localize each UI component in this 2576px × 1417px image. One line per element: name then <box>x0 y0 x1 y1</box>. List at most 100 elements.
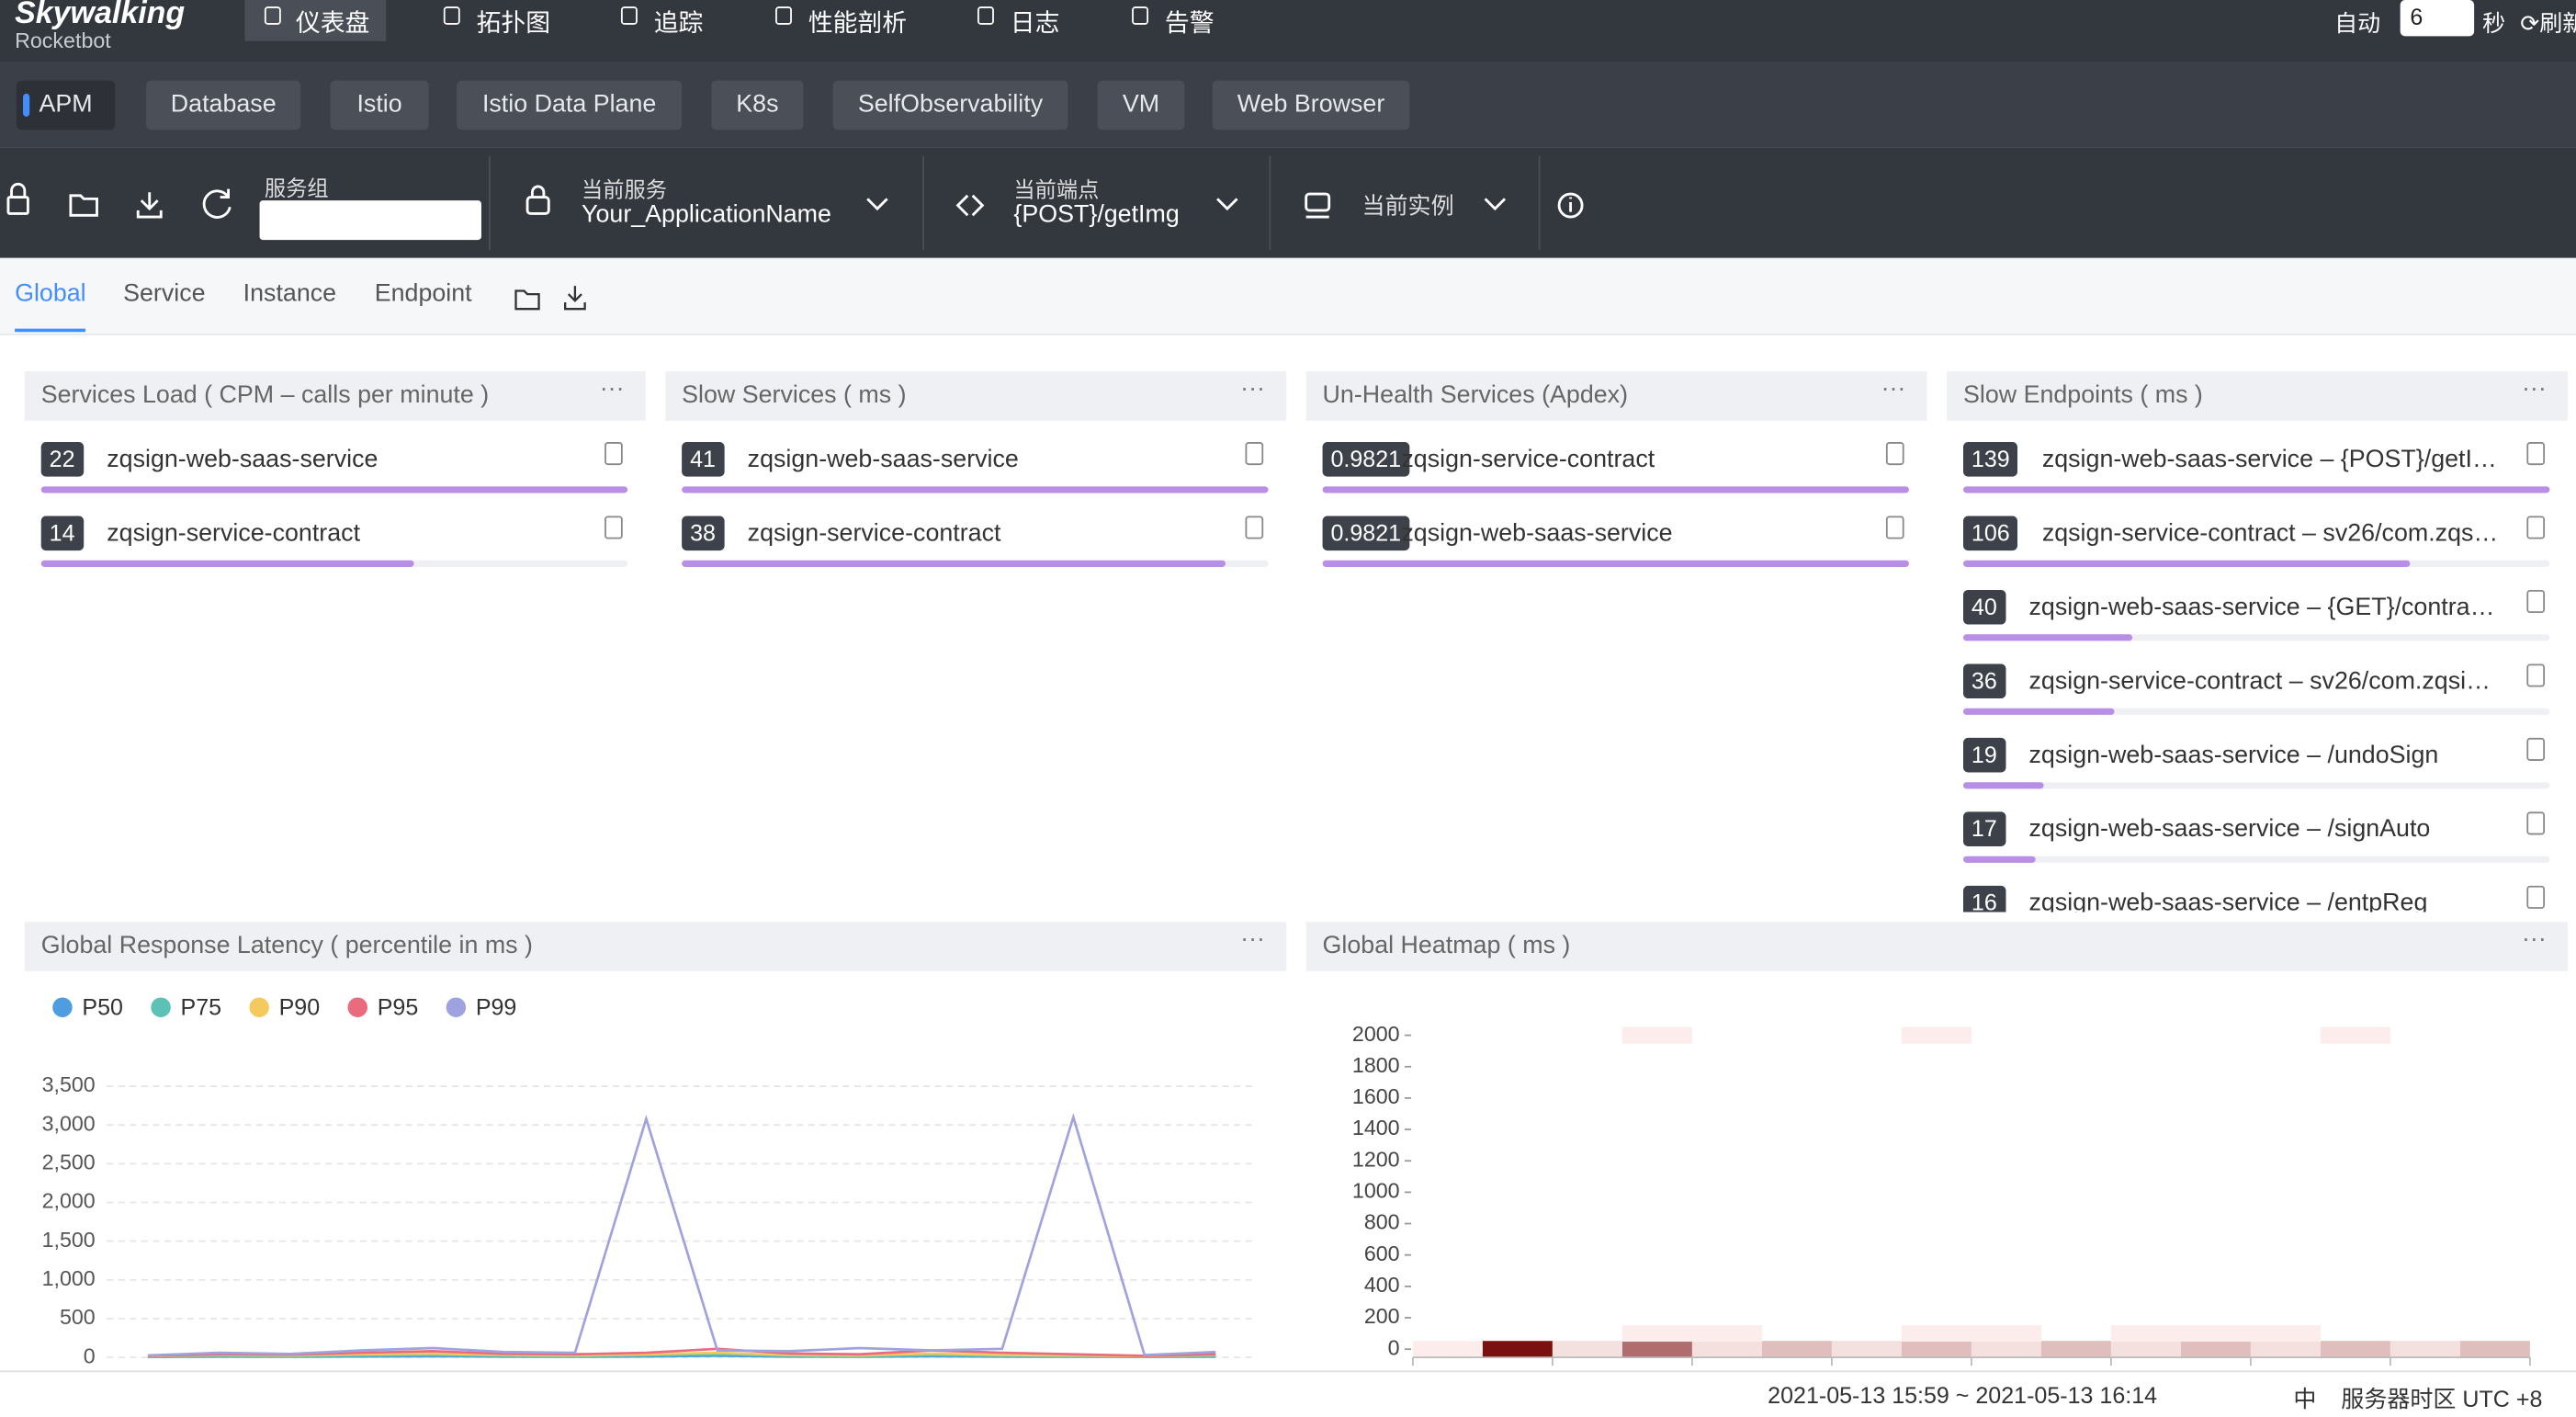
item-label: zqsign-service-contract <box>107 519 361 548</box>
timezone: 服务器时区 UTC +8 <box>2341 1385 2543 1412</box>
panel-title: Services Load ( CPM – calls per minute ) <box>40 380 490 410</box>
panel-menu[interactable]: ··· <box>599 374 625 403</box>
language[interactable]: 中 <box>2293 1385 2317 1412</box>
bar <box>1962 708 2116 715</box>
time-range[interactable]: 2021-05-13 15:59 ~ 2021-05-13 16:14 <box>1768 1381 2158 1409</box>
panel-list: 22 zqsign-web-saas-service 14 zqsign-servic… <box>25 421 646 618</box>
panel-menu[interactable]: ··· <box>2521 374 2547 403</box>
copy-icon[interactable] <box>2526 811 2546 835</box>
current-service-label: 当前服务 <box>582 177 668 202</box>
layer-tab[interactable]: VM <box>1097 80 1185 130</box>
layer-tab[interactable]: K8s <box>711 80 804 130</box>
item-label: zqsign-web-saas-service – {GET}/contra… <box>2028 593 2495 621</box>
heat-cell <box>2180 1341 2251 1358</box>
layer-tab[interactable]: APM <box>16 80 116 130</box>
nav-item[interactable]: 性能剖析 <box>808 9 908 39</box>
heat-cell <box>1552 1341 1622 1358</box>
tab-underline <box>15 328 85 333</box>
bar <box>1962 560 2411 567</box>
copy-icon[interactable] <box>1245 442 1264 466</box>
layer-tab[interactable]: Database <box>146 80 301 130</box>
copy-icon[interactable] <box>2526 589 2546 614</box>
nav-icon <box>1132 6 1149 25</box>
item-label: zqsign-web-saas-service <box>1401 519 1673 548</box>
copy-icon[interactable] <box>2526 663 2546 687</box>
panel-title: Global Heatmap ( ms ) <box>1322 931 1571 960</box>
bar <box>1962 634 2132 641</box>
panel-menu[interactable]: ··· <box>1240 924 1265 954</box>
layer-tab[interactable]: Istio <box>330 80 429 130</box>
copy-icon[interactable] <box>604 516 623 539</box>
series-line <box>147 1113 1216 1357</box>
copy-icon[interactable] <box>2526 516 2546 539</box>
tab-icons <box>514 286 586 311</box>
current-instance-label[interactable]: 当前实例 <box>1361 192 1454 219</box>
copy-icon[interactable] <box>604 442 623 466</box>
legend-label: P95 <box>378 995 419 1021</box>
dashboard-tab[interactable]: Endpoint <box>374 279 472 308</box>
layer-tab[interactable]: Istio Data Plane <box>457 80 683 130</box>
copy-icon[interactable] <box>2526 737 2546 761</box>
heat-cell <box>1621 1026 1692 1044</box>
item-label: zqsign-service-contract <box>1401 445 1655 474</box>
panel-title: Global Response Latency ( percentile in … <box>40 931 533 960</box>
legend-swatch <box>347 997 367 1017</box>
nav-item[interactable]: 追踪 <box>653 9 704 39</box>
current-service[interactable]: Your_ApplicationName <box>582 200 831 229</box>
interval-input[interactable]: 6 <box>2400 0 2475 37</box>
bar <box>682 486 1269 493</box>
dashboard-tab[interactable]: Instance <box>243 279 337 308</box>
y-tick-label: 1,000 <box>42 1266 96 1290</box>
nav-icon <box>443 6 460 25</box>
heat-cell <box>2180 1325 2251 1343</box>
panel-menu[interactable]: ··· <box>1240 374 1265 403</box>
bar <box>40 560 414 567</box>
nav-item[interactable]: 日志 <box>1010 9 1060 39</box>
dashboard-tab[interactable]: Service <box>123 279 206 308</box>
copy-icon[interactable] <box>1885 442 1904 466</box>
value-badge: 41 <box>682 442 724 477</box>
service-group-input[interactable] <box>259 200 481 241</box>
heat-cell <box>1901 1341 1972 1358</box>
heat-cell <box>2320 1341 2390 1358</box>
dashboard-tab[interactable]: Global <box>15 279 86 308</box>
bar-track <box>1962 634 2550 641</box>
y-tick-label: 2,500 <box>42 1150 96 1173</box>
copy-icon[interactable] <box>2526 885 2546 909</box>
copy-icon[interactable] <box>1885 516 1904 539</box>
panel-menu[interactable]: ··· <box>1881 374 1906 403</box>
current-endpoint[interactable]: {POST}/getImg <box>1013 200 1180 229</box>
refresh-button[interactable]: ⟳刷新 <box>2520 6 2576 40</box>
panel-header <box>24 371 646 421</box>
panel-title: Slow Endpoints ( ms ) <box>1962 380 2203 410</box>
legend-label: P90 <box>279 995 321 1021</box>
bar-track <box>1962 782 2550 789</box>
heat-cell <box>1621 1341 1692 1358</box>
copy-icon[interactable] <box>1245 516 1264 539</box>
value-badge: 139 <box>1962 442 2018 477</box>
value-badge: 36 <box>1962 663 2005 699</box>
panel-title: Un-Health Services (Apdex) <box>1322 380 1629 410</box>
layer-tab[interactable]: SelfObservability <box>832 80 1068 130</box>
panel-menu[interactable]: ··· <box>2521 924 2547 954</box>
panel-list: 0.9821 zqsign-service-contract 0.9821 zqsig… <box>1306 421 1927 618</box>
layer-tab[interactable]: Web Browser <box>1212 80 1410 130</box>
nav-item[interactable]: 拓扑图 <box>476 9 551 39</box>
copy-icon[interactable] <box>2526 442 2546 466</box>
panel-header <box>1305 371 1927 421</box>
active-marker <box>23 93 30 117</box>
panel-header <box>1305 922 2569 971</box>
service-group-label: 服务组 <box>264 176 329 201</box>
y-tick-label: 3,000 <box>42 1111 96 1135</box>
value-badge: 19 <box>1962 737 2005 773</box>
value-badge: 22 <box>40 442 84 477</box>
heat-cell <box>1901 1325 1972 1343</box>
heat-cell <box>1691 1341 1762 1358</box>
nav-item[interactable]: 仪表盘 <box>244 0 387 41</box>
y-tick-label: 600 <box>1364 1241 1400 1265</box>
nav-item[interactable]: 告警 <box>1164 9 1215 39</box>
heat-cell <box>2110 1325 2181 1343</box>
heat-cell <box>2390 1341 2460 1358</box>
y-tick-label: 500 <box>60 1305 96 1329</box>
